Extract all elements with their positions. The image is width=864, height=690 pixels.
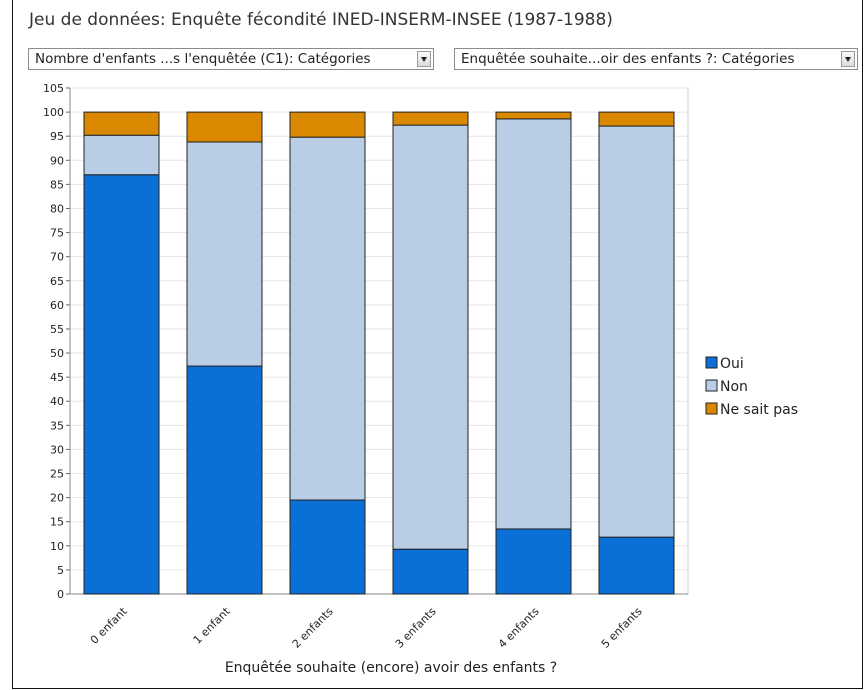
y-tick-label: 90 bbox=[50, 154, 64, 167]
x-variable-select[interactable]: Nombre d'enfants ...s l'enquêtée (C1): C… bbox=[28, 48, 434, 70]
plot-area bbox=[69, 87, 689, 595]
bar-segment-oui bbox=[598, 536, 675, 595]
x-tick-label: 3 enfants bbox=[393, 605, 439, 651]
bar-segment-non bbox=[495, 118, 572, 530]
y-tick-label: 65 bbox=[50, 275, 64, 288]
chevron-down-icon[interactable] bbox=[841, 51, 855, 67]
legend-label: Non bbox=[720, 379, 748, 395]
x-variable-select-value: Nombre d'enfants ...s l'enquêtée (C1): C… bbox=[35, 51, 371, 67]
y-tick-label: 0 bbox=[57, 588, 64, 601]
y-variable-select[interactable]: Enquêtée souhaite...oir des enfants ?: C… bbox=[454, 48, 858, 70]
y-tick-label: 55 bbox=[50, 323, 64, 336]
y-tick-label: 10 bbox=[50, 540, 64, 553]
y-tick-label: 70 bbox=[50, 251, 64, 264]
legend-swatch-ne-sait-pas bbox=[705, 402, 718, 415]
y-tick-label: 80 bbox=[50, 202, 64, 215]
y-tick-label: 40 bbox=[50, 395, 64, 408]
y-tick-label: 25 bbox=[50, 468, 64, 481]
x-axis-label: Enquêtée souhaite (encore) avoir des enf… bbox=[225, 660, 557, 676]
bar-segment-oui bbox=[392, 548, 469, 595]
y-tick-label: 20 bbox=[50, 492, 64, 505]
bar-segment-ne-sait-pas bbox=[495, 111, 572, 120]
bar-segment-oui bbox=[83, 174, 160, 595]
y-tick-label: 45 bbox=[50, 371, 64, 384]
bar-segment-ne-sait-pas bbox=[83, 111, 160, 136]
y-tick-label: 15 bbox=[50, 516, 64, 529]
bar-segment-non bbox=[83, 134, 160, 176]
y-tick-label: 30 bbox=[50, 443, 64, 456]
y-tick-label: 35 bbox=[50, 419, 64, 432]
legend-swatch-non bbox=[705, 379, 718, 392]
x-tick-label: 0 enfant bbox=[88, 604, 130, 646]
bar-segment-ne-sait-pas bbox=[598, 111, 675, 127]
bar-segment-oui bbox=[289, 499, 366, 595]
y-tick-label: 105 bbox=[43, 82, 64, 95]
bar-segment-oui bbox=[186, 365, 263, 595]
y-tick-label: 75 bbox=[50, 227, 64, 240]
legend-label: Oui bbox=[720, 356, 744, 372]
bar-segment-non bbox=[598, 125, 675, 538]
bar-segment-ne-sait-pas bbox=[186, 111, 263, 143]
bar-segment-oui bbox=[495, 528, 572, 595]
y-tick-label: 85 bbox=[50, 178, 64, 191]
bar-segment-non bbox=[392, 124, 469, 550]
bar-segment-ne-sait-pas bbox=[392, 111, 469, 126]
dataset-title: Jeu de données: Enquête fécondité INED-I… bbox=[29, 10, 613, 30]
y-tick-label: 5 bbox=[57, 564, 64, 577]
y-tick-label: 50 bbox=[50, 347, 64, 360]
y-variable-select-value: Enquêtée souhaite...oir des enfants ?: C… bbox=[461, 51, 795, 67]
y-tick-label: 95 bbox=[50, 130, 64, 143]
x-tick-label: 5 enfants bbox=[599, 605, 645, 651]
legend-label: Ne sait pas bbox=[720, 402, 798, 418]
bar-segment-non bbox=[186, 141, 263, 367]
legend-swatch-oui bbox=[705, 356, 718, 369]
bar-segment-non bbox=[289, 136, 366, 501]
y-tick-label: 100 bbox=[43, 106, 64, 119]
y-tick-label: 60 bbox=[50, 299, 64, 312]
x-tick-label: 2 enfants bbox=[290, 605, 336, 651]
bar-segment-ne-sait-pas bbox=[289, 111, 366, 138]
x-tick-label: 1 enfant bbox=[191, 604, 233, 646]
chevron-down-icon[interactable] bbox=[417, 51, 431, 67]
x-tick-label: 4 enfants bbox=[496, 605, 542, 651]
